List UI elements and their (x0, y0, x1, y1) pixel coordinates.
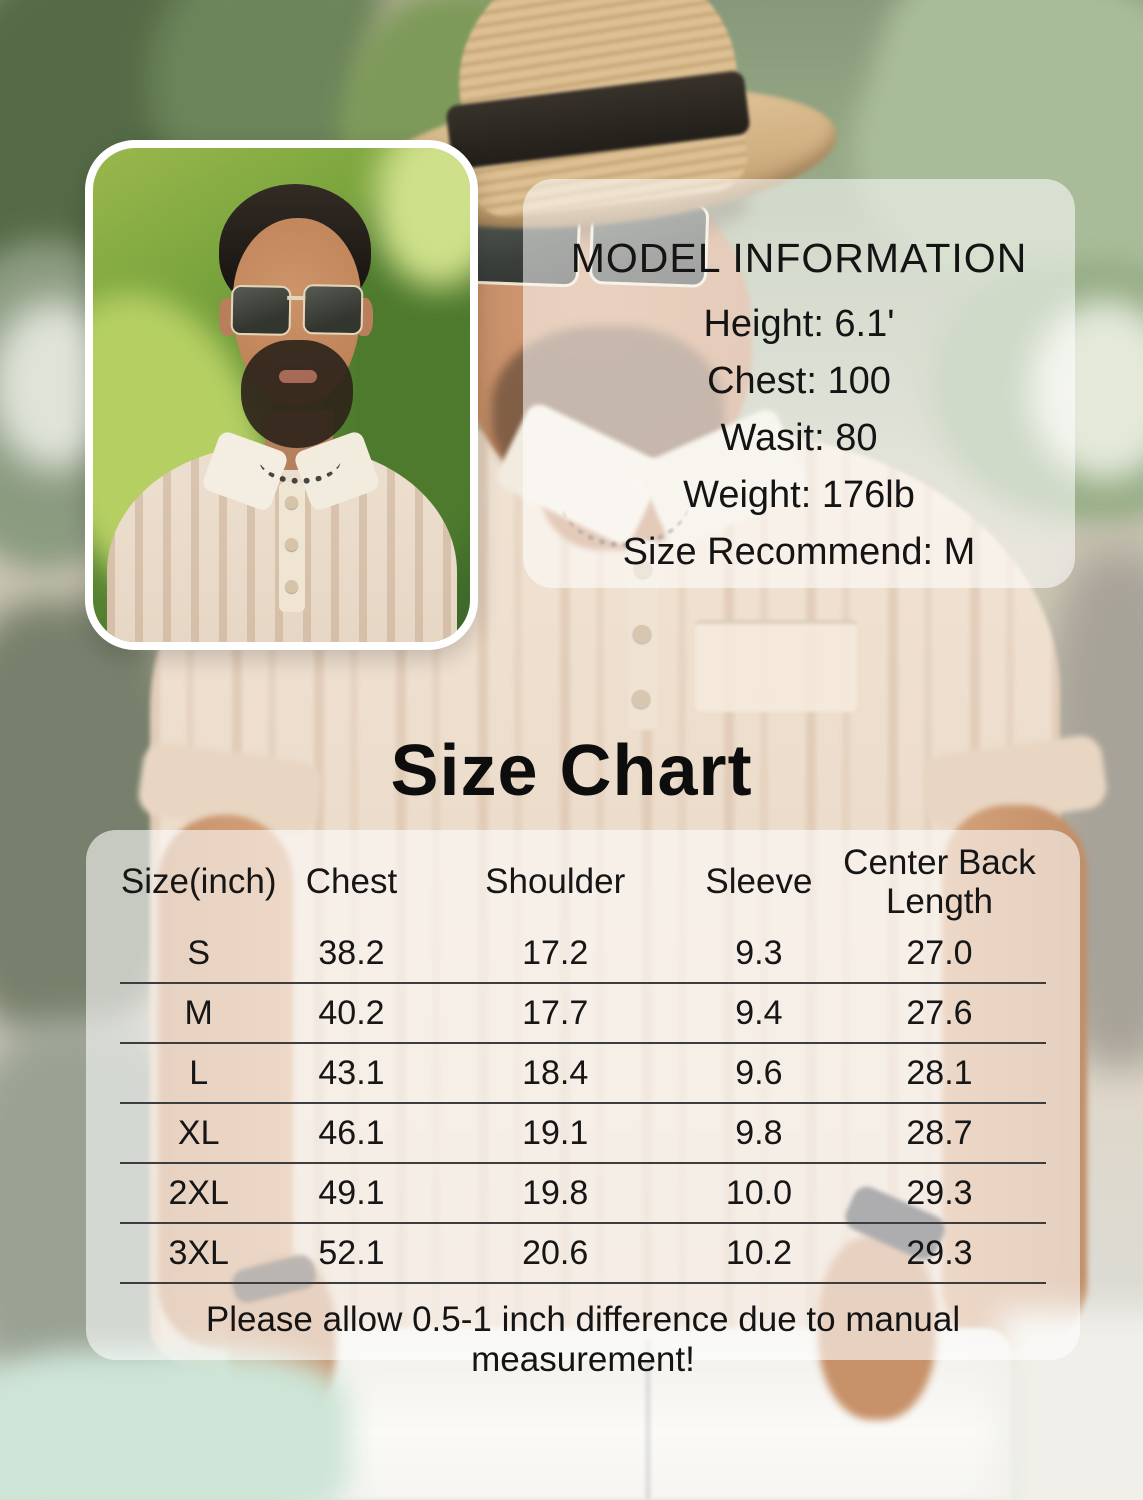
center-back-value: 29.3 (906, 1233, 973, 1272)
center-back-value: 28.7 (906, 1113, 973, 1152)
model-height: Height: 6.1' (703, 303, 895, 345)
sunglasses (230, 283, 364, 336)
chest-value: 49.1 (318, 1173, 385, 1212)
table-row: 2XL 49.1 19.8 10.0 29.3 (120, 1164, 1046, 1224)
size-value: L (189, 1053, 209, 1092)
inset-lips (279, 370, 317, 383)
model-chest: Chest: 100 (707, 360, 891, 402)
size-chart-header-row: Size(inch) Chest Shoulder Sleeve Center … (120, 840, 1046, 924)
sleeve-value: 9.8 (735, 1113, 783, 1152)
shoulder-value: 18.4 (522, 1053, 589, 1092)
chest-value: 40.2 (318, 993, 385, 1032)
chest-value: 38.2 (318, 933, 385, 972)
size-value: S (187, 933, 211, 972)
shirt-button (285, 580, 298, 593)
chest-pocket (695, 620, 857, 712)
column-header-center-back: Center Back Length (843, 842, 1036, 921)
column-header-shoulder: Shoulder (485, 862, 626, 902)
chest-value: 43.1 (318, 1053, 385, 1092)
model-weight: Weight: 176lb (683, 474, 915, 516)
chest-value: 52.1 (318, 1233, 385, 1272)
sleeve-value: 10.2 (725, 1233, 792, 1272)
chest-value: 46.1 (318, 1113, 385, 1152)
shirt-button (285, 538, 298, 551)
shoulder-value: 17.2 (522, 933, 589, 972)
shirt-button (633, 625, 651, 643)
sunglasses-lens (302, 284, 364, 336)
shoulder-value: 20.6 (522, 1233, 589, 1272)
inset-photo-card (85, 140, 478, 650)
size-chart-panel: Size(inch) Chest Shoulder Sleeve Center … (86, 830, 1080, 1379)
model-info-title: MODEL INFORMATION (570, 235, 1028, 281)
table-row: S 38.2 17.2 9.3 27.0 (120, 924, 1046, 984)
pants-crease (646, 1340, 650, 1500)
model-size-recommend: Size Recommend: M (622, 531, 976, 573)
table-row: 3XL 52.1 20.6 10.2 29.3 (120, 1224, 1046, 1284)
table-row: XL 46.1 19.1 9.8 28.7 (120, 1104, 1046, 1164)
size-chart-title: Size Chart (390, 731, 753, 811)
sleeve-value: 9.4 (735, 993, 783, 1032)
measurement-note: Please allow 0.5-1 inch difference due t… (205, 1300, 961, 1379)
center-back-value: 27.6 (906, 993, 973, 1032)
size-value: M (184, 993, 213, 1032)
shoulder-value: 19.1 (522, 1113, 589, 1152)
size-value: 2XL (168, 1173, 229, 1212)
center-back-value: 28.1 (906, 1053, 973, 1092)
table-row: L 43.1 18.4 9.6 28.1 (120, 1044, 1046, 1104)
table-row: M 40.2 17.7 9.4 27.6 (120, 984, 1046, 1044)
pool-water-blur (0, 1350, 350, 1500)
column-header-size: Size(inch) (120, 862, 277, 902)
center-back-value: 27.0 (906, 933, 973, 972)
sleeve-value: 9.6 (735, 1053, 783, 1092)
sunglasses-bridge (287, 295, 306, 301)
shoulder-value: 17.7 (522, 993, 589, 1032)
column-header-chest: Chest (305, 862, 398, 902)
model-waist: Wasit: 80 (720, 417, 878, 459)
shirt-button (285, 496, 298, 509)
shirt-button (632, 690, 650, 708)
sleeve-value: 10.0 (725, 1173, 792, 1212)
inset-beard (241, 340, 353, 448)
size-value: 3XL (168, 1233, 229, 1272)
center-back-value: 29.3 (906, 1173, 973, 1212)
size-value: XL (177, 1113, 220, 1152)
bead-necklace (259, 434, 341, 484)
shoulder-value: 19.8 (522, 1173, 589, 1212)
column-header-sleeve: Sleeve (705, 862, 813, 902)
sunglasses-lens (230, 284, 292, 336)
sleeve-value: 9.3 (735, 933, 783, 972)
model-info-panel: MODEL INFORMATION Height: 6.1' Chest: 10… (523, 179, 1075, 588)
